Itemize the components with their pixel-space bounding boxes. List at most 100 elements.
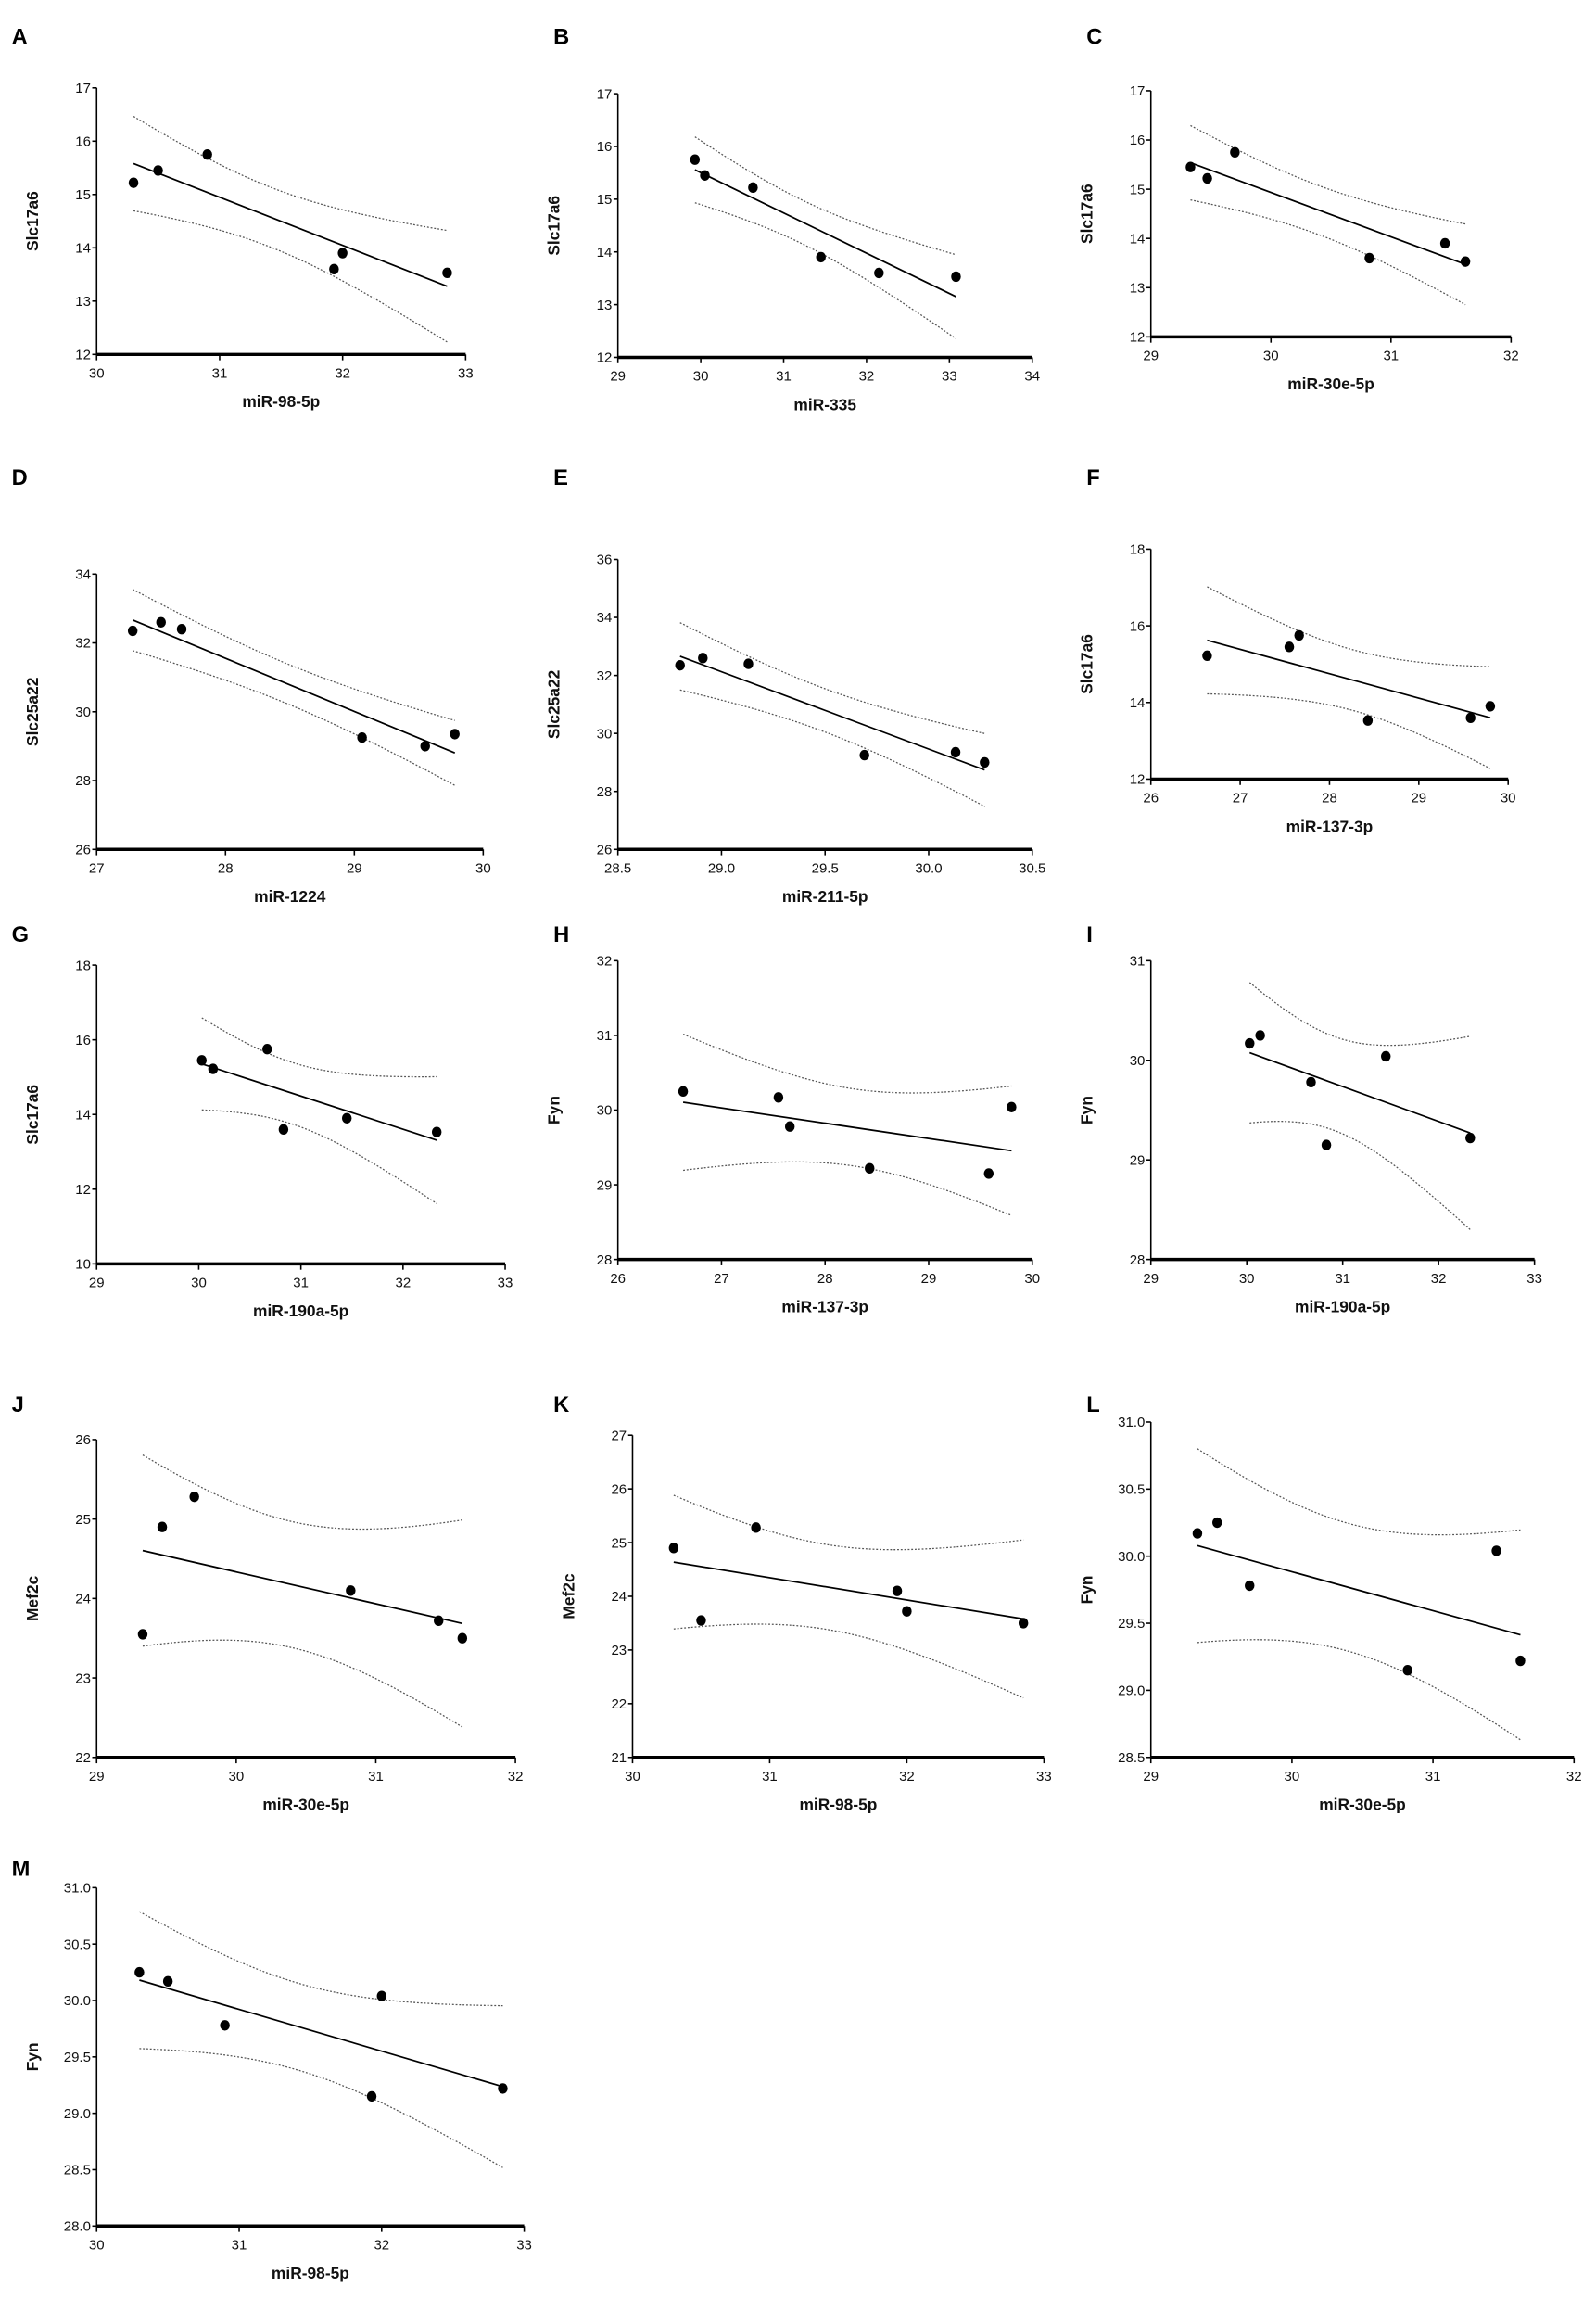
- data-point: [1255, 1030, 1265, 1041]
- y-tick-label: 26: [75, 1432, 91, 1448]
- y-tick-label: 28.0: [64, 2219, 91, 2235]
- y-tick-label: 10: [75, 1257, 91, 1273]
- y-tick-label: 12: [75, 1182, 91, 1198]
- data-point: [1284, 641, 1295, 653]
- x-tick-label: 32: [335, 366, 350, 382]
- data-point: [1491, 1545, 1501, 1556]
- x-tick-label: 27: [1233, 791, 1248, 807]
- x-tick-label: 29: [1143, 349, 1159, 364]
- data-point: [366, 2090, 377, 2102]
- y-tick-label: 18: [75, 958, 91, 973]
- panel-letter: C: [1086, 25, 1102, 49]
- y-tick-label: 25: [75, 1512, 91, 1528]
- x-tick-label: 26: [610, 1271, 626, 1287]
- y-tick-label: 36: [597, 553, 613, 568]
- y-tick-label: 22: [75, 1750, 91, 1766]
- x-tick-label: 32: [899, 1769, 915, 1785]
- x-tick-label: 29: [610, 369, 626, 385]
- y-tick-label: 17: [597, 86, 613, 102]
- ci-lower-band: [694, 202, 956, 339]
- panel-letter: D: [12, 466, 28, 490]
- data-point: [751, 1522, 761, 1533]
- regression-line: [682, 1101, 1012, 1152]
- y-tick-label: 28.5: [64, 2163, 91, 2178]
- data-point: [690, 154, 701, 165]
- y-tick-label: 28: [597, 1252, 613, 1268]
- ci-lower-band: [1190, 199, 1466, 306]
- y-tick-label: 16: [1130, 618, 1146, 634]
- y-tick-label: 18: [1130, 542, 1146, 558]
- data-point: [189, 1491, 199, 1503]
- y-tick-label: 28: [597, 784, 613, 800]
- ci-upper-band: [694, 136, 956, 256]
- x-tick-label: 28: [218, 861, 234, 877]
- panel-e: E 26 28 30 32 34 36 28.5 29.0 29.5 30.0 30.5 miR-211…: [544, 466, 1045, 906]
- y-tick-label: 17: [75, 81, 91, 96]
- x-tick-label: 33: [1036, 1769, 1052, 1785]
- x-tick-label: 33: [458, 366, 474, 382]
- regression-line: [1190, 161, 1466, 265]
- x-tick-label: 29: [89, 1769, 105, 1785]
- y-tick-label: 12: [1130, 772, 1146, 788]
- ci-upper-band: [682, 1034, 1012, 1094]
- panel-g: G 10 12 14 16 18 29 30 31 32 33 miR-190a-5p Slc17a6: [12, 923, 513, 1320]
- data-point: [773, 1092, 784, 1103]
- data-point: [950, 746, 961, 758]
- panel-letter: G: [12, 923, 29, 947]
- regression-line: [139, 1979, 503, 2088]
- ci-lower-band: [142, 1639, 463, 1728]
- data-point: [700, 170, 710, 181]
- ci-lower-band: [679, 689, 985, 807]
- data-point: [1364, 252, 1374, 264]
- data-point: [743, 658, 754, 669]
- x-tick-label: 33: [942, 369, 957, 385]
- panel-i: I 28 29 30 31 29 30 31 32 33 miR-190a-5p Fyn: [1078, 923, 1542, 1316]
- data-point: [696, 1615, 706, 1626]
- panel-k: K 21 22 23 24 25 26 27 30 31 32 33 miR-98-5p Mef2c: [553, 1393, 1052, 1814]
- ci-upper-band: [1197, 1448, 1521, 1536]
- ci-upper-band: [1190, 124, 1466, 225]
- y-tick-label: 29.0: [64, 2106, 91, 2122]
- ci-upper-band: [1207, 586, 1490, 667]
- y-axis-label: Slc17a6: [544, 196, 563, 256]
- x-tick-label: 28.5: [604, 861, 631, 877]
- data-point: [1515, 1655, 1526, 1667]
- y-tick-label: 30: [597, 726, 613, 742]
- panel-j: J 22 23 24 25 26 29 30 31 32 miR-30e-5p Mef2c: [12, 1393, 524, 1814]
- y-axis-label: Slc17a6: [23, 191, 42, 251]
- y-tick-label: 29: [597, 1177, 613, 1193]
- x-tick-label: 30: [1024, 1271, 1040, 1287]
- regression-line: [142, 1549, 463, 1625]
- data-point: [1212, 1517, 1222, 1529]
- ci-lower-band: [673, 1623, 1024, 1699]
- y-tick-label: 30: [597, 1103, 613, 1119]
- data-point: [865, 1162, 875, 1175]
- ci-upper-band: [139, 1911, 503, 2007]
- data-point: [342, 1112, 352, 1124]
- ci-upper-band: [201, 1017, 437, 1078]
- panel-d: D 26 28 30 32 34 27 28 29 30 miR-1224 Slc25a22: [12, 466, 491, 906]
- x-axis-label: miR-1224: [254, 887, 326, 906]
- panel-letter: A: [12, 25, 28, 49]
- x-tick-label: 32: [1566, 1769, 1582, 1785]
- data-point: [202, 148, 212, 160]
- data-point: [278, 1124, 289, 1136]
- data-point: [329, 263, 339, 274]
- data-point: [420, 741, 430, 752]
- x-tick-label: 31: [212, 366, 228, 382]
- y-tick-label: 13: [597, 298, 613, 313]
- panel-letter: L: [1086, 1393, 1099, 1417]
- ci-lower-band: [133, 650, 456, 786]
- x-tick-label: 32: [1431, 1271, 1447, 1287]
- x-tick-label: 29.5: [812, 861, 839, 877]
- y-tick-label: 12: [75, 348, 91, 363]
- y-tick-label: 14: [597, 245, 613, 260]
- data-point: [874, 267, 884, 279]
- regression-line: [132, 619, 456, 754]
- y-tick-label: 17: [1130, 83, 1146, 99]
- panel-h: H 28 29 30 31 32 26 27 28 29 30 miR-137-3p Fyn: [544, 923, 1040, 1316]
- regression-line: [1197, 1544, 1521, 1636]
- data-point: [1465, 1132, 1476, 1144]
- ci-lower-band: [201, 1109, 437, 1204]
- data-point: [1439, 237, 1450, 249]
